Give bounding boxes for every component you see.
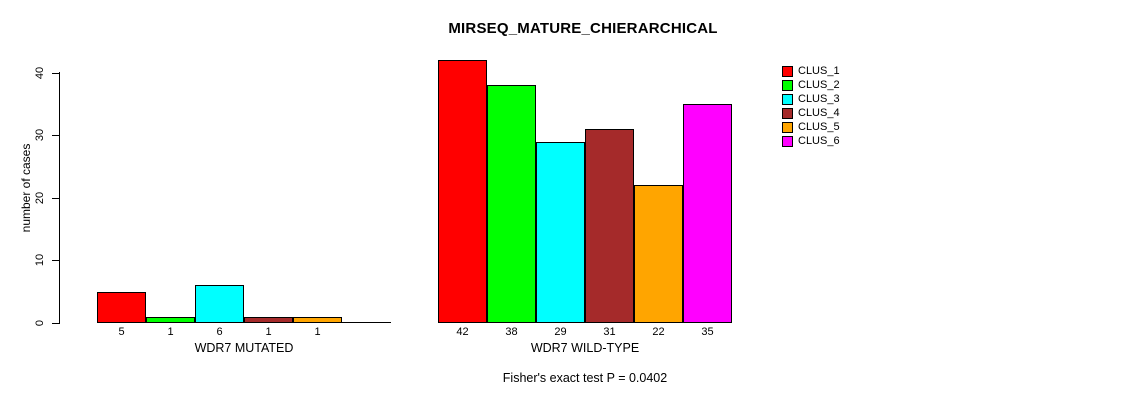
legend-row: CLUS_3 xyxy=(782,92,840,106)
bar xyxy=(97,292,146,323)
bar-value-label: 35 xyxy=(701,326,714,338)
bar-value-label: 31 xyxy=(603,326,616,338)
y-tick xyxy=(52,135,60,136)
y-tick-label: 30 xyxy=(34,128,46,142)
bar xyxy=(585,129,634,323)
legend-row: CLUS_2 xyxy=(782,78,840,92)
bar-value-label: 1 xyxy=(265,326,272,338)
legend-row: CLUS_4 xyxy=(782,106,840,120)
legend-row: CLUS_5 xyxy=(782,120,840,134)
y-axis-label: number of cases xyxy=(19,143,33,233)
y-tick-label: 40 xyxy=(34,66,46,80)
bar-value-label: 5 xyxy=(118,326,125,338)
y-tick-label: 0 xyxy=(34,319,46,327)
legend-swatch xyxy=(782,107,793,119)
bar-group-wildtype: 42 38 29 31 22 35 WDR7 WILD-TYPE xyxy=(438,0,732,400)
bar xyxy=(438,60,487,323)
y-tick-label: 10 xyxy=(34,253,46,267)
fisher-test-footnote: Fisher's exact test P = 0.0402 xyxy=(502,371,668,385)
bar-value-label: 22 xyxy=(652,326,665,338)
y-tick xyxy=(52,260,60,261)
y-tick-label: 20 xyxy=(34,191,46,205)
bar xyxy=(634,185,683,323)
legend-label: CLUS_1 xyxy=(798,65,840,77)
bar xyxy=(293,317,342,323)
bar xyxy=(683,104,732,323)
group-label-mutated: WDR7 MUTATED xyxy=(194,341,294,355)
bar xyxy=(146,317,195,323)
bar xyxy=(536,142,585,323)
legend-row: CLUS_6 xyxy=(782,134,840,148)
bar xyxy=(244,317,293,323)
y-tick xyxy=(52,198,60,199)
bar-value-label: 29 xyxy=(554,326,567,338)
y-tick xyxy=(52,323,60,324)
group-label-wildtype: WDR7 WILD-TYPE xyxy=(530,341,640,355)
bar-value-label: 42 xyxy=(456,326,469,338)
legend-swatch xyxy=(782,135,793,147)
legend-label: CLUS_2 xyxy=(798,79,840,91)
legend-swatch xyxy=(782,65,793,77)
bar xyxy=(195,285,244,323)
y-axis-line xyxy=(59,72,60,323)
legend-row: CLUS_1 xyxy=(782,64,840,78)
legend-swatch xyxy=(782,121,793,133)
bar-value-label: 38 xyxy=(505,326,518,338)
legend: CLUS_1 CLUS_2 CLUS_3 CLUS_4 CLUS_5 CLUS_6 xyxy=(782,64,840,148)
bar-value-label: 1 xyxy=(167,326,174,338)
legend-swatch xyxy=(782,79,793,91)
bar xyxy=(487,85,536,323)
legend-swatch xyxy=(782,93,793,105)
zero-bar-baseline xyxy=(342,322,391,323)
chart-title: MIRSEQ_MATURE_CHIERARCHICAL xyxy=(448,20,718,37)
legend-label: CLUS_5 xyxy=(798,121,840,133)
legend-label: CLUS_6 xyxy=(798,135,840,147)
bar-value-label: 6 xyxy=(216,326,223,338)
legend-label: CLUS_4 xyxy=(798,107,840,119)
y-tick xyxy=(52,73,60,74)
bar-value-label: 1 xyxy=(314,326,321,338)
legend-label: CLUS_3 xyxy=(798,93,840,105)
